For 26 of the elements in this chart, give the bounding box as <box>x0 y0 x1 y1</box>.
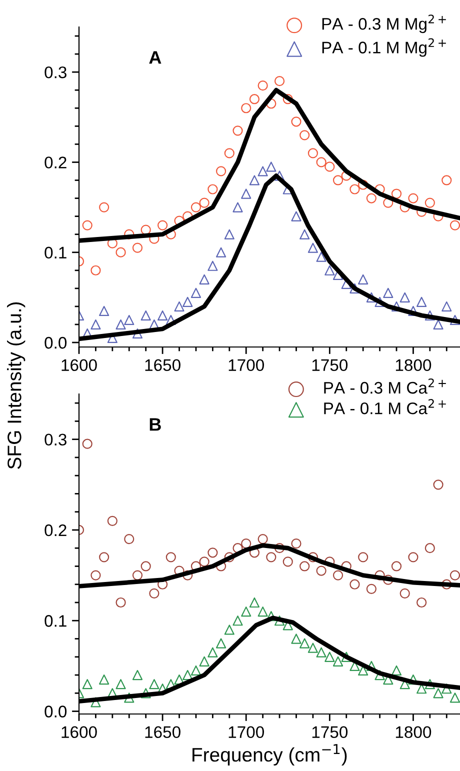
x-axis-title: Frequency (cm$^{−1}$) <box>192 744 347 766</box>
x-tick-label: 1700 <box>228 359 264 372</box>
x-tick-label: 1800 <box>396 726 432 738</box>
legend-label: PA - 0.3 M Mg$^{2+}$ <box>322 14 446 34</box>
x-tick-label: 1600 <box>62 726 97 738</box>
y-tick-label: 0.2 <box>44 524 66 536</box>
annotation: B <box>150 418 161 431</box>
annotation: A <box>149 51 162 64</box>
x-tick-label: 1650 <box>145 359 180 372</box>
legend-label: PA - 0.1 M Mg$^{2+}$ <box>322 38 446 57</box>
y-tick-label: 0.0 <box>44 336 67 349</box>
x-tick-label: 1750 <box>312 359 348 372</box>
legend-label: PA - 0.1 M Ca$^{2+}$ <box>324 399 446 414</box>
x-tick-label: 1650 <box>145 726 180 738</box>
y-tick-label: 0.1 <box>44 615 66 627</box>
y-tick-label: 0.1 <box>44 246 66 259</box>
x-tick-label: 1800 <box>396 359 432 372</box>
y-tick-label: 0.3 <box>44 434 66 446</box>
y-tick-label: 0.2 <box>44 156 66 168</box>
x-tick-label: 1700 <box>228 726 264 738</box>
y-tick-label: 0.0 <box>44 706 67 718</box>
y-tick-label: 0.3 <box>44 66 66 78</box>
legend-label: PA - 0.3 M Ca$^{2+}$ <box>324 378 446 394</box>
x-tick-label: 1600 <box>62 359 97 372</box>
x-tick-label: 1750 <box>312 726 348 738</box>
y-axis-title: SFG Intensity (a.u.) <box>7 302 26 469</box>
